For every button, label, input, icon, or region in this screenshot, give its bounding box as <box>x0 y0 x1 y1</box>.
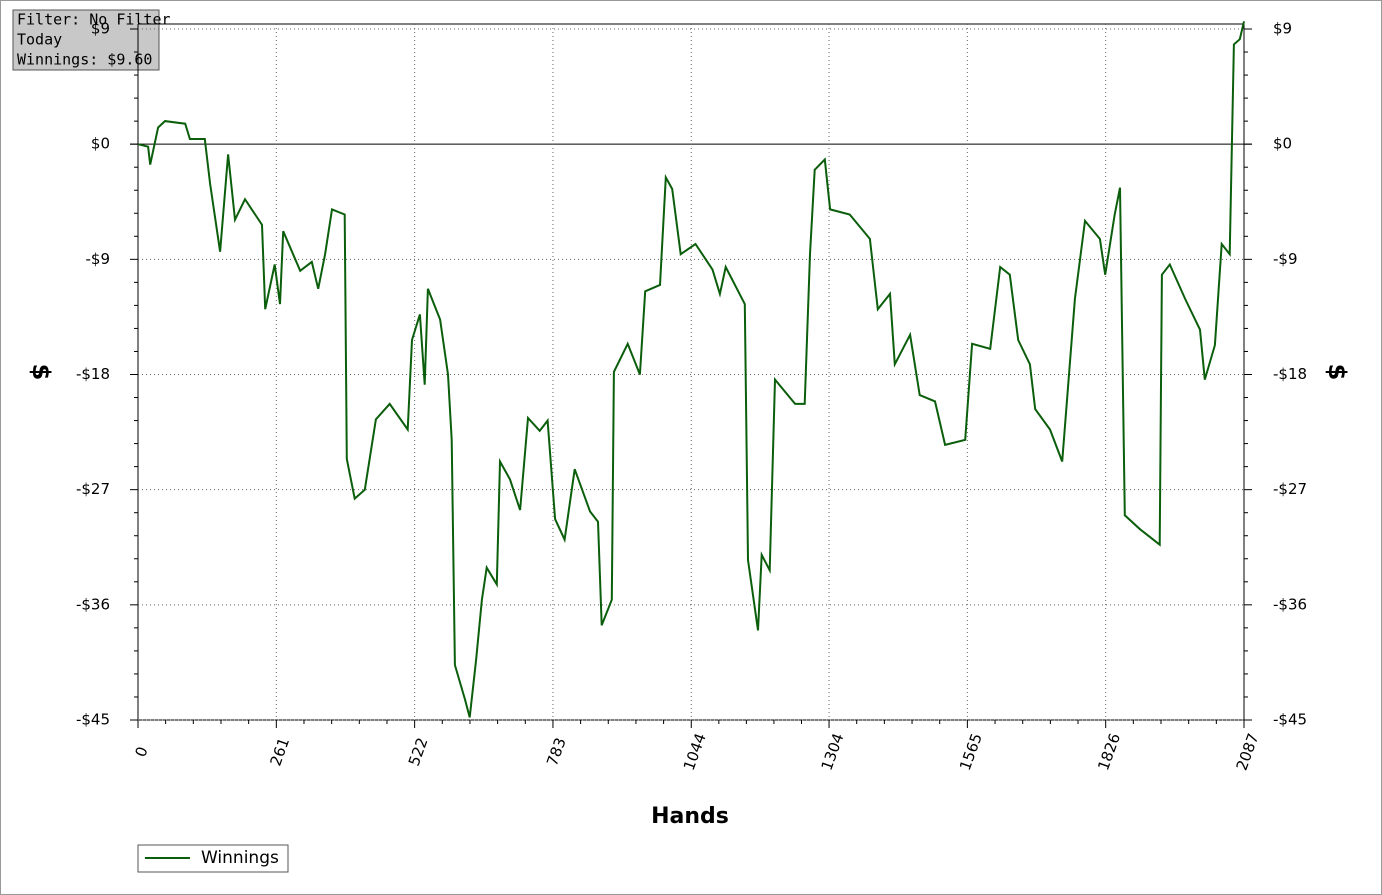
info-filter: Filter: No Filter <box>17 11 171 29</box>
info-box: Filter: No Filter Today Winnings: $9.60 <box>12 9 171 71</box>
y2-tick-label: -$45 <box>1273 711 1307 729</box>
x-axis-label: Hands <box>651 804 729 829</box>
y-tick-label: -$9 <box>86 250 111 268</box>
y2-tick-label: -$9 <box>1273 250 1298 268</box>
winnings-line <box>137 21 1245 718</box>
y2-tick-label: -$18 <box>1273 365 1307 383</box>
y-axis-label: $ <box>27 364 55 381</box>
y2-axis-label: $ <box>1323 364 1351 381</box>
y-tick-label: $0 <box>91 135 110 153</box>
y2-tick-label: $0 <box>1273 135 1292 153</box>
legend-box <box>137 844 289 873</box>
legend-label: Winnings <box>201 848 279 868</box>
info-winnings: Winnings: $9.60 <box>17 51 152 69</box>
info-box-bg <box>12 9 160 71</box>
y2-tick-label: -$36 <box>1273 595 1307 613</box>
info-period: Today <box>17 31 62 49</box>
y-tick-label: -$45 <box>76 711 110 729</box>
y-tick-label: -$18 <box>76 365 110 383</box>
y-tick-label: -$36 <box>76 595 110 613</box>
y2-tick-label: $9 <box>1273 20 1292 38</box>
y-tick-label: $9 <box>91 20 110 38</box>
y2-tick-label: -$27 <box>1273 480 1307 498</box>
legend: Winnings <box>137 844 289 873</box>
y-tick-label: -$27 <box>76 480 110 498</box>
